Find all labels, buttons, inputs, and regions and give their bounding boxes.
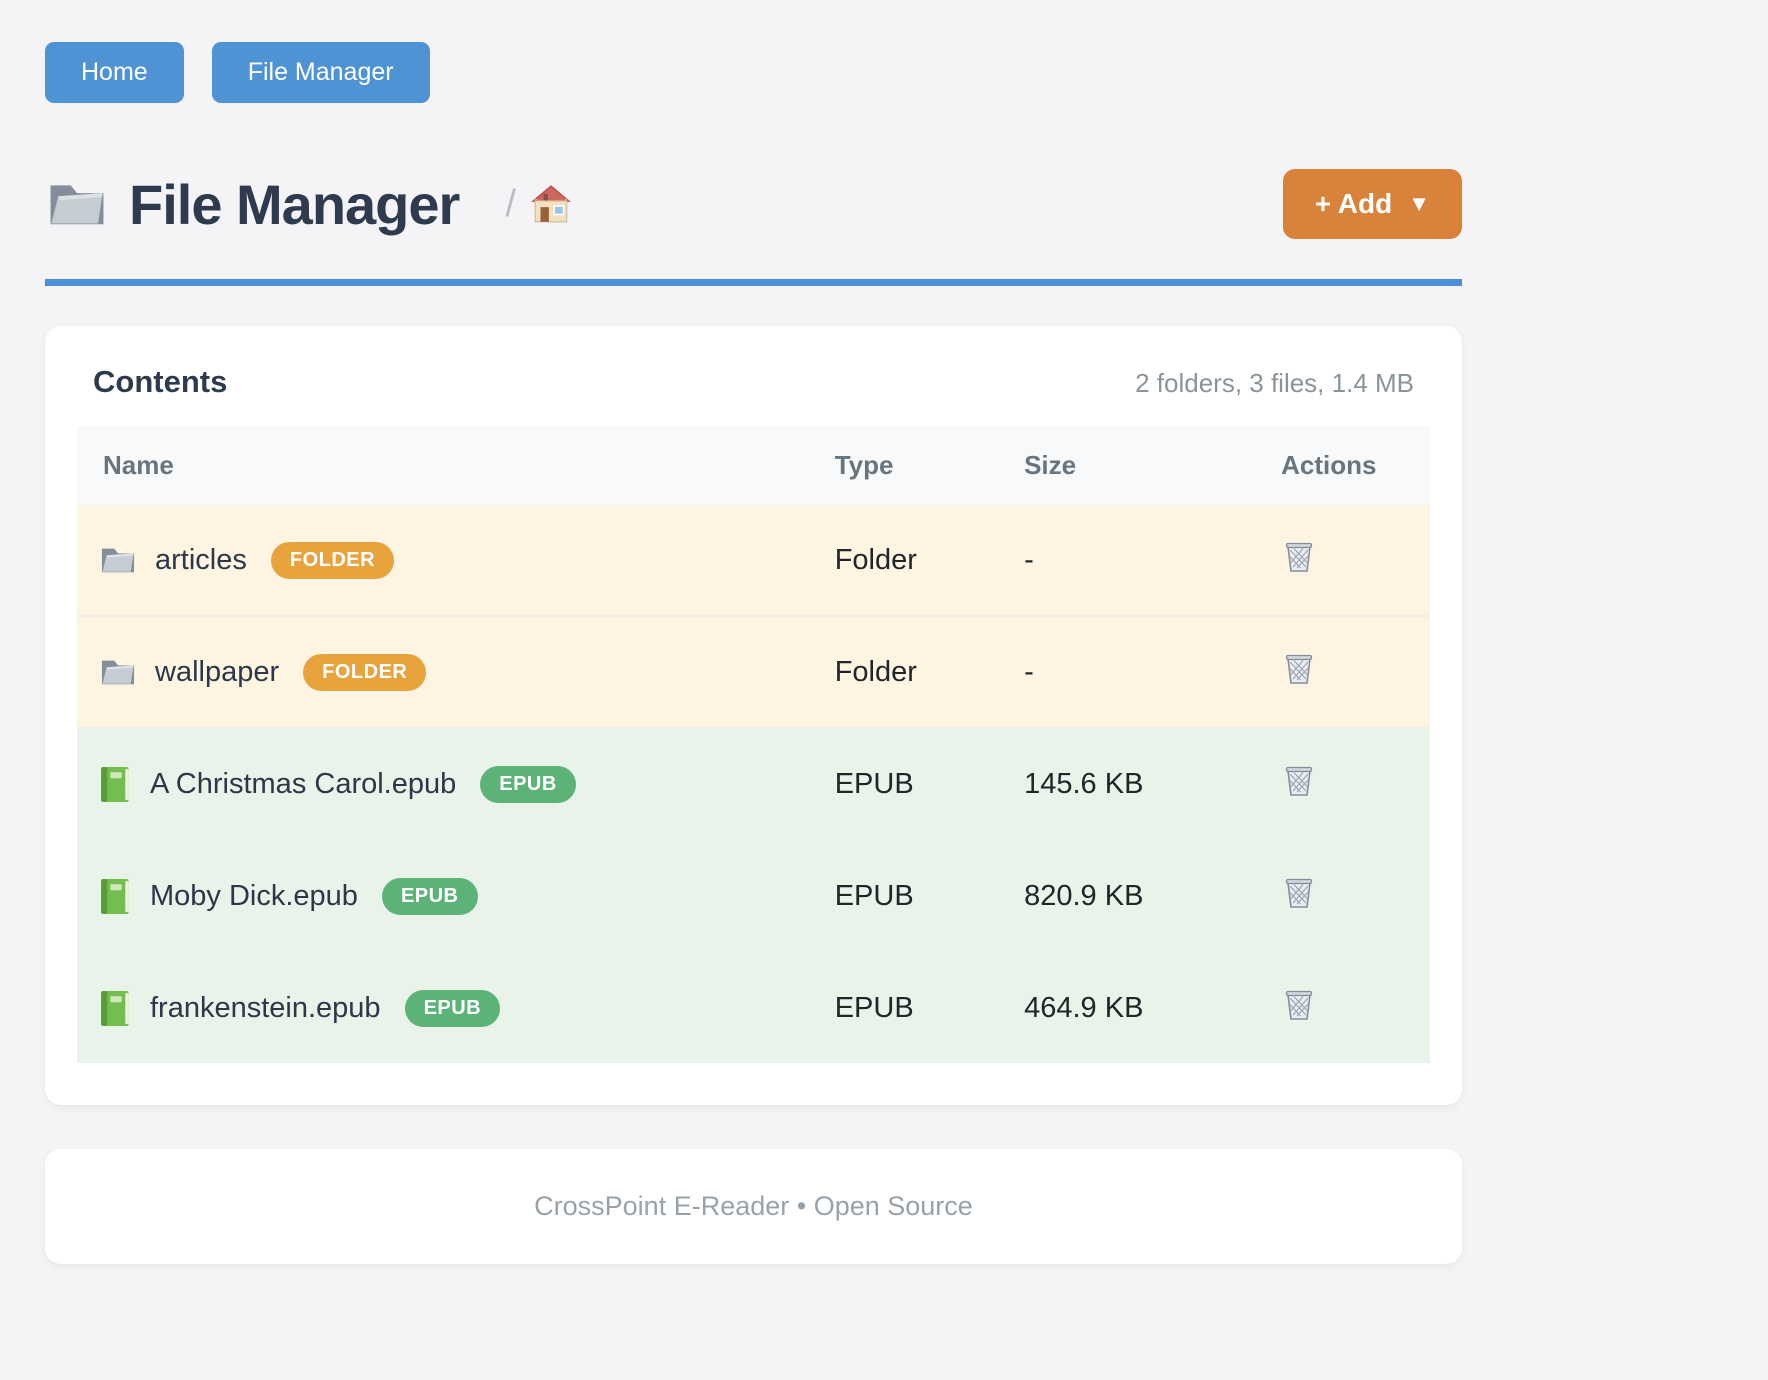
trash-icon	[1281, 874, 1317, 910]
trash-icon	[1281, 986, 1317, 1022]
table-row: Moby Dick.epub EPUB EPUB 820.9 KB	[77, 839, 1430, 952]
table-row: A Christmas Carol.epub EPUB EPUB 145.6 K…	[77, 727, 1430, 840]
folder-icon	[99, 655, 137, 689]
column-header-size: Size	[1024, 426, 1282, 505]
home-icon[interactable]	[530, 184, 572, 224]
page-title: File Manager	[129, 172, 460, 236]
folder-icon	[99, 543, 137, 577]
add-button[interactable]: + Add ▼	[1282, 169, 1462, 239]
footer: CrossPoint E-Reader • Open Source	[45, 1149, 1462, 1264]
home-button[interactable]: Home	[45, 42, 184, 103]
breadcrumb: /	[505, 183, 572, 226]
trash-icon	[1281, 762, 1317, 798]
type-cell: EPUB	[834, 951, 1025, 1063]
contents-header: Contents 2 folders, 3 files, 1.4 MB	[77, 364, 1430, 426]
file-name-link[interactable]: wallpaper	[155, 655, 280, 688]
size-cell: -	[1024, 543, 1034, 576]
size-cell: -	[1024, 615, 1282, 728]
type-cell: EPUB	[834, 839, 1025, 952]
page: Home File Manager File Manager / + Add ▼…	[45, 0, 1462, 1264]
contents-title: Contents	[93, 364, 228, 399]
page-header: File Manager / + Add ▼	[45, 169, 1462, 239]
top-nav: Home File Manager	[45, 42, 1462, 103]
column-header-actions: Actions	[1281, 426, 1430, 505]
book-icon	[99, 990, 132, 1027]
folder-icon	[45, 176, 109, 232]
table-row: wallpaper FOLDER Folder -	[77, 615, 1430, 728]
file-name-link[interactable]: A Christmas Carol.epub	[150, 767, 457, 800]
file-manager-button[interactable]: File Manager	[211, 42, 430, 103]
file-table: Name Type Size Actions articles FOLDER	[77, 426, 1430, 1063]
epub-badge: EPUB	[381, 877, 478, 915]
footer-text: CrossPoint E-Reader • Open Source	[534, 1191, 973, 1221]
breadcrumb-separator: /	[505, 182, 516, 225]
table-row: articles FOLDER Folder -	[77, 505, 1430, 616]
book-icon	[99, 766, 132, 803]
size-cell: 464.9 KB	[1024, 951, 1282, 1063]
column-header-name: Name	[77, 426, 835, 505]
delete-button[interactable]	[1281, 762, 1317, 798]
delete-button[interactable]	[1281, 874, 1317, 910]
divider	[45, 279, 1462, 286]
file-name-link[interactable]: frankenstein.epub	[150, 991, 381, 1024]
size-cell: 145.6 KB	[1024, 727, 1282, 840]
file-name-link[interactable]: articles	[155, 543, 247, 576]
delete-button[interactable]	[1281, 986, 1317, 1022]
epub-badge: EPUB	[480, 765, 576, 803]
size-cell: 820.9 KB	[1024, 839, 1282, 952]
type-cell: EPUB	[834, 727, 1025, 840]
type-cell: Folder	[834, 543, 917, 576]
epub-badge: EPUB	[404, 989, 501, 1027]
folder-badge: FOLDER	[270, 541, 395, 579]
table-header-row: Name Type Size Actions	[77, 426, 1430, 505]
contents-card: Contents 2 folders, 3 files, 1.4 MB Name…	[45, 326, 1462, 1105]
delete-button[interactable]	[1281, 538, 1317, 574]
trash-icon	[1281, 538, 1317, 574]
add-button-label: + Add	[1314, 188, 1393, 219]
type-cell: Folder	[834, 615, 1025, 728]
title-group: File Manager /	[45, 172, 1283, 237]
trash-icon	[1281, 650, 1317, 686]
delete-button[interactable]	[1281, 650, 1317, 686]
folder-badge: FOLDER	[303, 653, 427, 691]
contents-summary: 2 folders, 3 files, 1.4 MB	[1135, 368, 1414, 398]
column-header-type: Type	[834, 426, 1025, 505]
file-name-link[interactable]: Moby Dick.epub	[150, 879, 358, 912]
table-row: frankenstein.epub EPUB EPUB 464.9 KB	[77, 951, 1430, 1063]
book-icon	[99, 878, 132, 915]
chevron-down-icon: ▼	[1408, 191, 1430, 216]
